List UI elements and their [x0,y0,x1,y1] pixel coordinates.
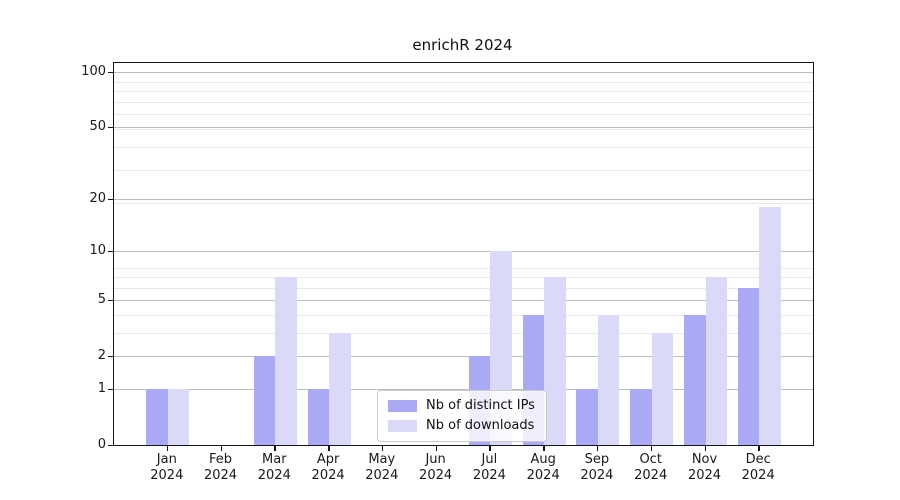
legend-row-distinct-ips: Nb of distinct IPs [388,398,535,414]
legend-swatch-downloads [388,420,417,432]
bar-downloads-nov [705,277,727,445]
y-tick-mark [108,299,114,302]
bar-ips-apr [307,389,330,445]
plot-area [113,62,814,446]
y-tick-label: 100 [81,63,106,79]
x-tick-mark [758,445,760,451]
bar-downloads-mar [275,277,297,445]
bar-ips-dec [737,287,760,445]
minor-gridline [114,333,813,334]
x-tick-mark [489,445,491,451]
major-gridline [114,389,813,390]
y-tick-label: 2 [97,347,106,363]
x-tick-label-jul: Jul 2024 [472,452,506,483]
x-tick-label-jun: Jun 2024 [419,452,453,483]
x-tick-label-mar: Mar 2024 [257,452,291,483]
legend-swatch-distinct-ips [388,400,417,412]
bar-downloads-dec [759,207,781,445]
y-tick-label: 10 [89,242,106,258]
x-tick-label-sep: Sep 2024 [580,452,614,483]
x-tick-mark [328,445,330,451]
x-tick-label-jan: Jan 2024 [150,452,184,483]
x-tick-mark [381,445,384,451]
bar-ips-oct [630,389,652,445]
major-gridline [114,127,813,129]
x-tick-label-dec: Dec 2024 [741,452,775,483]
bar-downloads-jan [167,389,190,445]
minor-gridline [114,129,813,130]
minor-gridline [114,315,813,316]
x-tick-mark [543,445,545,451]
minor-gridline [114,170,813,172]
x-tick-label-feb: Feb 2024 [203,452,238,483]
x-tick-mark [166,445,169,451]
y-tick-label: 5 [97,291,106,307]
y-tick-mark [108,126,114,129]
minor-gridline [114,147,813,148]
x-tick-mark [274,445,276,451]
x-tick-label-aug: Aug 2024 [526,452,560,483]
bar-ips-mar [253,356,276,445]
minor-gridline [114,114,813,116]
y-tick-mark [108,355,114,358]
major-gridline [114,72,813,74]
y-tick-mark [108,444,114,446]
y-tick-label: 20 [89,190,106,206]
legend-row-downloads: Nb of downloads [388,418,535,434]
bar-downloads-aug [544,277,566,445]
y-tick-mark [108,250,114,253]
x-tick-label-oct: Oct 2024 [634,452,668,483]
bar-ips-sep [576,389,598,445]
legend: Nb of distinct IPs Nb of downloads [377,390,547,442]
y-tick-label: 0 [97,436,106,452]
y-tick-mark [108,71,114,74]
minor-gridline [114,101,813,103]
x-tick-mark [596,445,599,451]
bar-ips-nov [684,315,706,445]
minor-gridline [114,203,813,204]
major-gridline [114,356,813,358]
bar-ips-jan [146,389,168,445]
x-tick-label-apr: Apr 2024 [311,452,345,483]
minor-gridline [114,287,813,289]
chart-title: enrichR 2024 [412,36,513,54]
x-tick-label-may: May 2024 [365,452,399,483]
y-tick-label: 50 [89,118,106,134]
x-tick-mark [435,445,438,451]
major-gridline [114,300,813,302]
y-tick-mark [108,388,114,390]
y-tick-label: 1 [97,380,106,396]
legend-label-downloads: Nb of downloads [426,418,535,433]
major-gridline [114,251,813,253]
bar-downloads-oct [651,333,674,445]
x-tick-mark [704,445,706,451]
y-tick-mark [108,198,114,201]
minor-gridline [114,91,813,92]
x-tick-mark [650,445,653,451]
minor-gridline [114,81,813,83]
legend-label-distinct-ips: Nb of distinct IPs [426,398,535,413]
minor-gridline [114,277,813,278]
bar-downloads-apr [329,333,351,445]
major-gridline [114,199,813,201]
x-tick-mark [220,445,222,451]
bar-downloads-sep [597,315,620,445]
x-tick-label-nov: Nov 2024 [687,452,722,483]
minor-gridline [114,267,813,269]
